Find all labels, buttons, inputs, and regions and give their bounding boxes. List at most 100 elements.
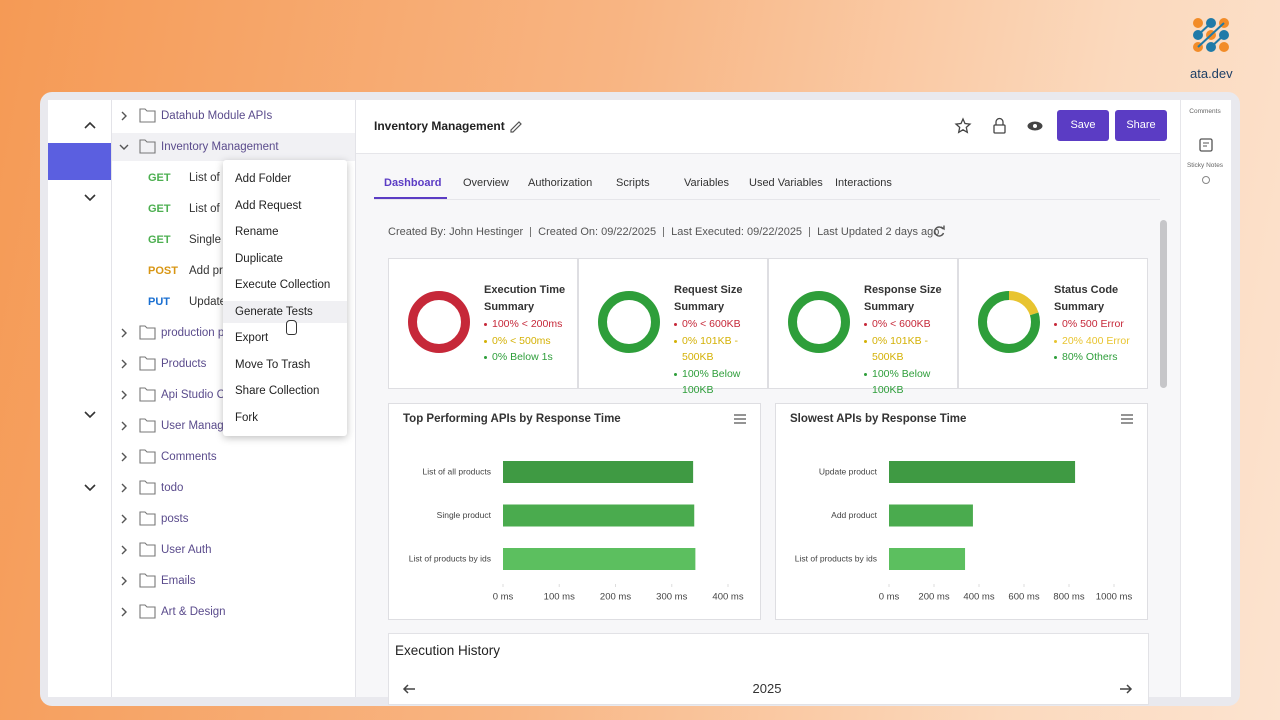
chart-panel bbox=[388, 403, 761, 620]
context-menu: Add Folder Add Request Rename Duplicate Exec… bbox=[223, 160, 347, 436]
tab[interactable]: Dashboard bbox=[384, 177, 442, 189]
history-year: 2025 bbox=[752, 681, 782, 696]
tree-item[interactable]: Comments bbox=[161, 451, 217, 463]
legend-dot bbox=[674, 339, 677, 343]
tree-item[interactable]: Datahub Module APIs bbox=[161, 110, 273, 122]
legend-dot bbox=[864, 372, 867, 376]
logo-dot bbox=[1219, 18, 1229, 28]
legend-entry: 100% Below 100KB bbox=[864, 366, 950, 399]
legend-dot bbox=[864, 323, 867, 326]
legend-label: 0% < 600KB bbox=[872, 318, 931, 330]
rail-label[interactable]: Sticky Notes bbox=[1186, 162, 1224, 169]
meta-line: Created By: John Hestinger Created On: 09… bbox=[388, 224, 939, 240]
legend-dot bbox=[484, 356, 487, 359]
legend-entry: 0% Below 1s bbox=[484, 349, 570, 366]
tab[interactable]: Variables bbox=[684, 177, 730, 189]
header-button[interactable]: Save bbox=[1057, 110, 1109, 141]
legend-dot bbox=[484, 339, 487, 343]
meta-item: Created By: John Hestinger bbox=[388, 226, 524, 238]
history-panel bbox=[388, 633, 1149, 705]
tabs-divider bbox=[374, 199, 1160, 200]
menu-item[interactable]: Export bbox=[235, 332, 269, 344]
tree-item[interactable]: Emails bbox=[161, 575, 196, 587]
request-name[interactable]: List of bbox=[189, 172, 220, 184]
card-title: Status Code Summary bbox=[1054, 284, 1119, 313]
menu-item[interactable]: Execute Collection bbox=[235, 279, 331, 291]
legend-label: 0% < 500ms bbox=[492, 334, 551, 347]
logo-dot bbox=[1206, 18, 1216, 28]
logo-dot bbox=[1193, 30, 1203, 40]
tab[interactable]: Overview bbox=[463, 177, 509, 189]
tab[interactable]: Interactions bbox=[835, 177, 892, 189]
menu-item[interactable]: Share Collection bbox=[235, 385, 320, 397]
card-title: Execution Time Summary bbox=[484, 284, 566, 313]
legend-dot bbox=[674, 323, 677, 326]
legend-dot bbox=[1054, 356, 1057, 359]
request-name[interactable]: List of bbox=[189, 203, 220, 215]
legend-label: 0% 101KB - 500KB bbox=[872, 334, 929, 364]
tree-item[interactable]: Art & Design bbox=[161, 606, 226, 618]
tree-item[interactable]: production p bbox=[161, 327, 225, 339]
logo-dot bbox=[1206, 30, 1216, 40]
legend-label: 0% 500 Error bbox=[1062, 318, 1124, 330]
tab[interactable]: Used Variables bbox=[749, 177, 823, 189]
legend-dot bbox=[674, 372, 677, 376]
legend-dot bbox=[484, 323, 487, 326]
request-name[interactable]: Add pr bbox=[189, 265, 223, 277]
history-title: Execution History bbox=[395, 643, 501, 658]
request-method: GET bbox=[148, 203, 171, 215]
legend-label: 100% Below 100KB bbox=[682, 367, 741, 397]
logo-dot bbox=[1219, 30, 1229, 40]
legend-label: 100% < 200ms bbox=[492, 318, 563, 330]
summary-card bbox=[768, 258, 958, 389]
cursor bbox=[286, 320, 297, 335]
request-name[interactable]: Update bbox=[189, 296, 227, 308]
menu-item[interactable]: Add Folder bbox=[235, 173, 292, 185]
rail-label[interactable]: Comments bbox=[1189, 108, 1221, 115]
tree-item[interactable]: posts bbox=[161, 513, 189, 525]
request-method: GET bbox=[148, 234, 171, 246]
right-rail bbox=[1180, 100, 1231, 697]
tab[interactable]: Scripts bbox=[616, 177, 650, 189]
tree-item[interactable]: Api Studio C bbox=[161, 389, 225, 401]
legend-entry: 0% < 600KB bbox=[674, 316, 760, 333]
legend-entry: 0% < 500ms bbox=[484, 333, 570, 350]
tree-item[interactable]: Inventory Management bbox=[161, 141, 279, 153]
tree-item[interactable]: User Auth bbox=[161, 544, 212, 556]
card-title: Request Size Summary bbox=[674, 284, 743, 313]
legend-label: 100% Below 100KB bbox=[872, 367, 931, 397]
scrollbar[interactable] bbox=[1160, 220, 1167, 388]
menu-item[interactable]: Duplicate bbox=[235, 252, 283, 265]
tree-item[interactable]: todo bbox=[161, 482, 184, 494]
chart-title: Slowest APIs by Response Time bbox=[790, 413, 967, 425]
legend-label: 0% 101KB - 500KB bbox=[682, 334, 739, 364]
logo-dot bbox=[1193, 42, 1203, 52]
request-name[interactable]: Single bbox=[189, 234, 221, 246]
menu-item[interactable]: Fork bbox=[235, 411, 258, 424]
request-method: PUT bbox=[148, 296, 170, 308]
tree-item[interactable]: Products bbox=[161, 358, 207, 370]
tab[interactable]: Authorization bbox=[528, 177, 593, 189]
header-button[interactable]: Share bbox=[1115, 110, 1167, 141]
separator bbox=[663, 227, 665, 237]
separator bbox=[809, 227, 811, 237]
tree-item[interactable]: User Manag bbox=[161, 420, 224, 432]
legend-entry: 0% 500 Error bbox=[1054, 316, 1140, 333]
logo-dot bbox=[1219, 42, 1229, 52]
meta-item: Last Executed: 09/22/2025 bbox=[671, 226, 803, 238]
menu-item[interactable]: Move To Trash bbox=[235, 358, 311, 371]
legend-entry: 80% Others bbox=[1054, 349, 1140, 366]
main-header bbox=[356, 100, 1180, 154]
legend-entry: 100% Below 100KB bbox=[674, 366, 760, 399]
legend-entry: 0% 101KB - 500KB bbox=[674, 333, 760, 366]
request-method: GET bbox=[148, 172, 171, 184]
menu-item[interactable]: Add Request bbox=[235, 199, 302, 212]
legend-dot bbox=[1054, 323, 1057, 326]
menu-item[interactable]: Rename bbox=[235, 226, 279, 238]
separator bbox=[530, 227, 532, 237]
chart-title: Top Performing APIs by Response Time bbox=[403, 413, 621, 425]
rail-highlight[interactable] bbox=[48, 143, 111, 180]
legend-label: 0% < 600KB bbox=[682, 318, 741, 330]
menu-item[interactable]: Generate Tests bbox=[223, 300, 347, 323]
